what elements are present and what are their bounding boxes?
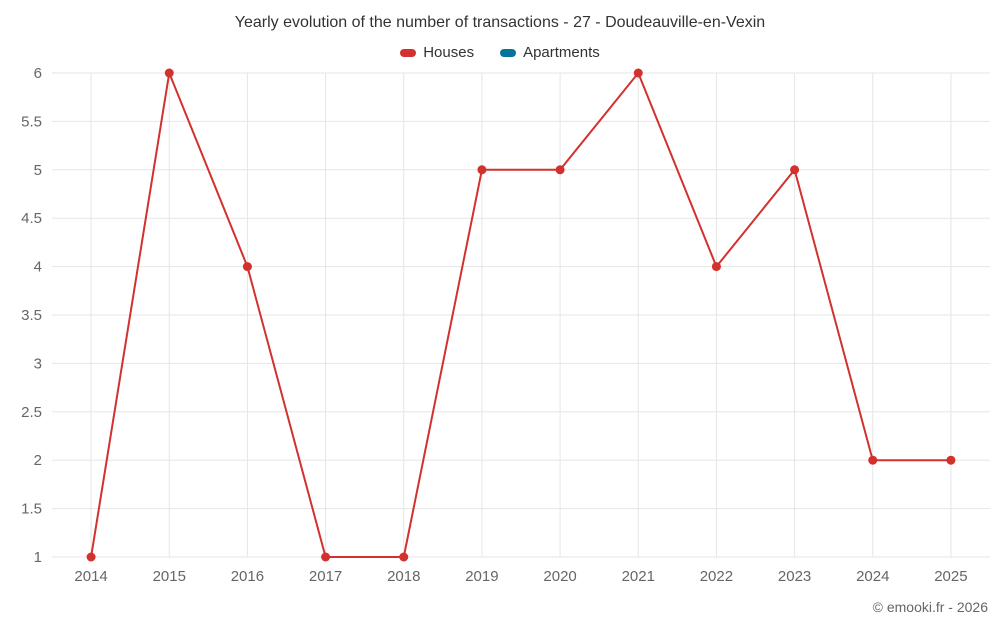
x-tick-label: 2023 (778, 568, 811, 585)
x-tick-label: 2017 (309, 568, 342, 585)
data-point-houses[interactable] (242, 262, 252, 272)
series-line-houses[interactable] (90, 72, 952, 558)
legend-item-houses[interactable]: Houses (400, 44, 474, 61)
y-tick-label: 4 (34, 259, 42, 276)
copyright: © emooki.fr - 2026 (872, 599, 988, 615)
data-point-houses[interactable] (86, 552, 96, 562)
legend-label-apartments: Apartments (523, 44, 600, 61)
data-point-houses[interactable] (790, 165, 800, 175)
y-tick-label: 5.5 (21, 113, 42, 130)
y-tick-label: 3 (34, 355, 42, 372)
data-point-houses[interactable] (946, 455, 956, 465)
y-tick-label: 1.5 (21, 501, 42, 518)
legend-item-apartments[interactable]: Apartments (500, 44, 600, 61)
x-tick-label: 2020 (543, 568, 576, 585)
data-point-houses[interactable] (633, 68, 643, 78)
chart-title: Yearly evolution of the number of transa… (234, 14, 766, 31)
y-tick-label: 3.5 (21, 307, 42, 324)
data-point-houses[interactable] (711, 262, 721, 272)
x-tick-label: 2021 (622, 568, 655, 585)
legend-label-houses: Houses (423, 44, 475, 61)
x-tick-label: 2019 (465, 568, 498, 585)
x-tick-label: 2024 (856, 568, 889, 585)
y-tick-label: 2.5 (21, 404, 42, 421)
data-point-houses[interactable] (164, 68, 174, 78)
data-point-houses[interactable] (868, 455, 878, 465)
data-point-houses[interactable] (555, 165, 565, 175)
y-tick-label: 5 (34, 162, 42, 179)
x-tick-label: 2018 (387, 568, 420, 585)
apartments-swatch-icon (500, 48, 517, 57)
x-tick-label: 2025 (934, 568, 967, 585)
x-tick-label: 2022 (700, 568, 733, 585)
y-tick-label: 1 (34, 549, 42, 566)
data-point-houses[interactable] (321, 552, 331, 562)
chart-svg[interactable]: 1 1.5 2 2.5 3 3.5 4 4.5 5 5.5 6 2014 2015 2016 2017 201… (0, 62, 1000, 602)
y-tick-label: 2 (34, 452, 42, 469)
x-tick-label: 2014 (74, 568, 107, 585)
legend: Houses Apartments (0, 44, 1000, 61)
houses-swatch-icon (400, 48, 417, 57)
data-point-houses[interactable] (477, 165, 487, 175)
data-point-houses[interactable] (399, 552, 409, 562)
y-tick-label: 6 (34, 65, 42, 82)
y-tick-label: 4.5 (21, 210, 42, 227)
x-tick-label: 2016 (231, 568, 264, 585)
x-tick-label: 2015 (153, 568, 186, 585)
